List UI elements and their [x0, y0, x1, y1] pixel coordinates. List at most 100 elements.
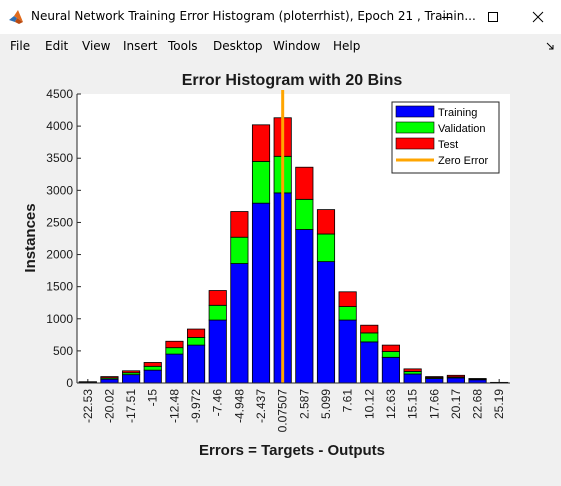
x-tick-label: 7.61 [341, 389, 355, 413]
minimize-button[interactable] [424, 0, 470, 34]
bar-training [165, 353, 184, 384]
y-tick-label: 2000 [46, 248, 73, 262]
bar-validation [295, 198, 314, 230]
x-tick-label: 17.66 [427, 389, 441, 419]
menu-file[interactable]: File [10, 39, 31, 53]
x-tick-label: -9.972 [189, 389, 203, 423]
bar-test [295, 166, 314, 200]
bar-training [208, 319, 227, 384]
y-tick-label: 1000 [46, 312, 73, 326]
bar-test [425, 376, 444, 378]
bar-training [338, 319, 357, 384]
bar-training [251, 202, 271, 384]
bar-training [100, 378, 119, 384]
chart-title: Error Histogram with 20 Bins [182, 72, 403, 89]
x-tick-label: 22.68 [471, 389, 485, 419]
bar-validation [360, 332, 379, 343]
x-tick-label: -17.51 [124, 389, 138, 423]
x-tick-label: 12.63 [384, 389, 398, 419]
menu-insert[interactable]: Insert [123, 39, 158, 53]
bar-training [381, 356, 400, 384]
y-axis-label: Instances [22, 203, 39, 272]
bar-series [78, 117, 509, 384]
bar-training [425, 378, 444, 384]
legend-label-test: Test [438, 139, 458, 151]
x-tick-label: 5.099 [319, 389, 333, 419]
x-tick-label: -15 [146, 389, 160, 407]
window-title: Neural Network Training Error Histogram … [31, 9, 476, 23]
x-tick-label: -2.437 [254, 389, 268, 423]
bar-test [251, 124, 271, 162]
menu-window[interactable]: Window [273, 39, 321, 53]
histogram-chart: Error Histogram with 20 Bins 0 500 1000 150… [22, 72, 510, 459]
x-tick-label: -20.02 [102, 389, 116, 423]
legend-label-training: Training [438, 107, 477, 119]
bar-training [403, 373, 422, 384]
y-axis: 0 500 1000 1500 2000 2500 3000 3500 4000 4500 [46, 87, 81, 390]
x-tick-label: -22.53 [81, 389, 95, 423]
bar-test [316, 209, 336, 235]
bar-test [78, 381, 97, 383]
close-icon [532, 11, 544, 23]
x-tick-label: -12.48 [167, 389, 181, 423]
bar-test [360, 324, 379, 334]
legend-swatch-validation [395, 121, 435, 134]
legend-label-validation: Validation [438, 123, 486, 135]
matlab-logo-icon [9, 10, 23, 24]
menu-bar: File Edit View Insert Tools Desktop Wind… [0, 34, 561, 58]
toolbar-expand-arrow-icon[interactable] [545, 41, 555, 51]
legend-swatch-training [395, 105, 435, 118]
bar-validation [230, 236, 249, 264]
y-tick-label: 500 [53, 344, 73, 358]
menu-view[interactable]: View [82, 39, 111, 53]
title-bar: Neural Network Training Error Histogram … [0, 0, 561, 35]
menu-edit[interactable]: Edit [45, 39, 69, 53]
bar-test [446, 374, 465, 378]
menu-help[interactable]: Help [333, 39, 361, 53]
bar-test [165, 340, 184, 349]
y-tick-label: 1500 [46, 280, 73, 294]
bar-training [143, 369, 162, 384]
bar-test [381, 344, 400, 352]
bar-validation [338, 306, 357, 321]
bar-training [360, 341, 379, 384]
y-tick-label: 4000 [46, 119, 73, 133]
legend-swatch-test [395, 137, 435, 150]
bar-validation [187, 337, 206, 346]
x-tick-label: 20.17 [449, 389, 463, 419]
bar-test [468, 378, 487, 380]
bar-training [187, 344, 206, 384]
bar-test [100, 376, 119, 379]
bar-validation [208, 304, 227, 321]
x-tick-label: 10.12 [362, 389, 376, 419]
y-tick-label: 3000 [46, 183, 73, 197]
bar-validation [143, 365, 162, 371]
bar-test [143, 362, 162, 367]
legend-label-zero-error: Zero Error [438, 155, 488, 167]
x-tick-label: 2.587 [297, 389, 311, 419]
y-tick-label: 4500 [46, 87, 73, 101]
maximize-button[interactable] [470, 0, 516, 34]
bar-training [446, 377, 465, 384]
legend[interactable]: Training Validation Test Zero Error [391, 101, 500, 174]
bar-test [187, 328, 206, 338]
y-tick-label: 3500 [46, 151, 73, 165]
bar-training [316, 261, 336, 384]
maximize-icon [488, 12, 498, 22]
minimize-icon [442, 17, 452, 18]
bar-training [122, 374, 141, 384]
figure-area: Error Histogram with 20 Bins 0 500 1000 150… [0, 58, 561, 481]
bar-validation [381, 351, 400, 358]
x-axis-label: Errors = Targets - Outputs [199, 442, 385, 459]
x-tick-label: 0.07507 [276, 389, 290, 433]
y-tick-label: 2500 [46, 215, 73, 229]
bar-validation [165, 347, 184, 355]
menu-tools[interactable]: Tools [168, 39, 198, 53]
bar-training [230, 263, 249, 384]
x-tick-label: 25.19 [492, 389, 506, 419]
menu-desktop[interactable]: Desktop [213, 39, 263, 53]
y-tick-label: 0 [66, 376, 73, 390]
close-button[interactable] [515, 0, 561, 34]
bar-test [122, 370, 141, 374]
bar-training [295, 229, 314, 384]
